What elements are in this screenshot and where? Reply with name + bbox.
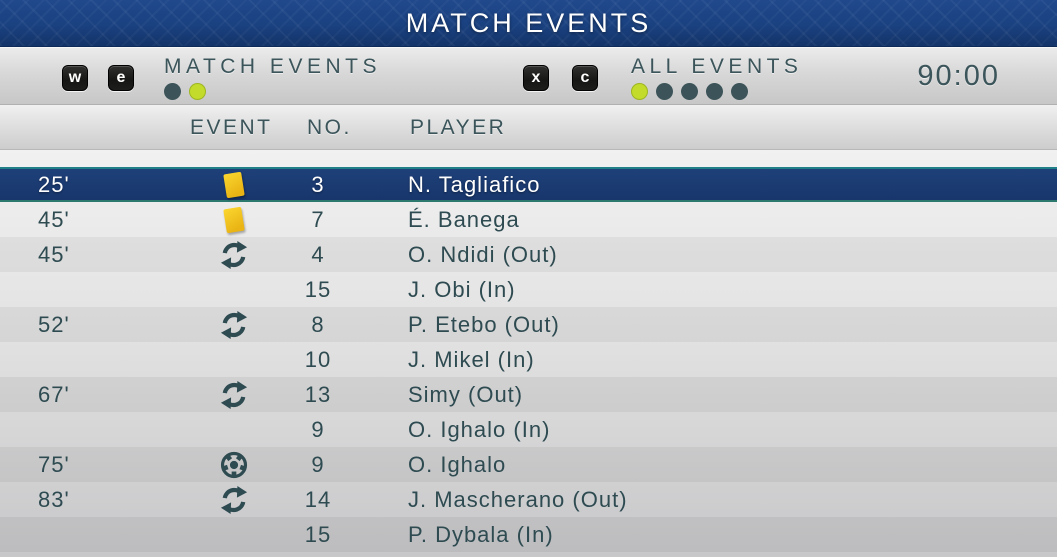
player-number: 14 — [304, 486, 332, 512]
active-page-dot — [189, 83, 206, 101]
key-e-button[interactable]: e — [108, 65, 134, 91]
table-row[interactable]: 45' 4 O. Ndidi (Out) — [0, 237, 1057, 272]
match-events-label-block: MATCH EVENTS — [164, 55, 381, 101]
all-events-label-block: ALL EVENTS — [631, 55, 803, 101]
column-header-no: NO. — [307, 116, 352, 139]
player-number: 3 — [311, 171, 325, 197]
event-time: 83' — [38, 486, 70, 512]
yellow-card-icon — [220, 204, 248, 236]
column-header-player: PLAYER — [410, 116, 507, 139]
player-number: 15 — [304, 521, 332, 547]
all-events-label: ALL EVENTS — [631, 55, 803, 78]
match-clock: 90:00 — [917, 60, 1000, 92]
player-number: 4 — [311, 241, 325, 267]
key-w-button[interactable]: w — [62, 65, 88, 91]
all-events-pager: x c ALL EVENTS — [523, 55, 803, 101]
title-bar: MATCH EVENTS — [0, 0, 1057, 47]
page-title: MATCH EVENTS — [405, 7, 652, 38]
event-time: 52' — [38, 311, 70, 337]
all-events-page-dots — [631, 83, 802, 101]
table-row[interactable]: 10 J. Mikel (In) — [0, 342, 1057, 377]
match-events-label: MATCH EVENTS — [164, 55, 381, 78]
event-time: 25' — [38, 171, 70, 197]
page-dot — [681, 83, 698, 101]
table-header: EVENT NO. PLAYER — [0, 105, 1057, 150]
player-name: O. Ighalo (In) — [408, 416, 551, 442]
player-name: J. Obi (In) — [408, 276, 516, 302]
table-row[interactable]: 15 P. Dybala (In) — [0, 517, 1057, 552]
event-time: 45' — [38, 241, 70, 267]
page-dot — [656, 83, 673, 101]
key-x-button[interactable]: x — [523, 65, 549, 91]
event-time: 45' — [38, 206, 70, 232]
event-list: 25' 3 N. Tagliafico 45' 7 É. Banega 45' 4 O. Ndi… — [0, 150, 1057, 556]
player-name: O. Ndidi (Out) — [408, 241, 558, 267]
player-number: 10 — [304, 346, 332, 372]
player-number: 8 — [311, 311, 325, 337]
table-row[interactable]: 83' 14 J. Mascherano (Out) — [0, 482, 1057, 517]
player-number: 7 — [311, 206, 325, 232]
substitution-icon — [219, 379, 250, 410]
table-row[interactable]: 15 J. Obi (In) — [0, 272, 1057, 307]
page-dot — [731, 83, 748, 101]
page-dot — [706, 83, 723, 101]
table-row-selected[interactable]: 25' 3 N. Tagliafico — [0, 167, 1057, 202]
player-name: É. Banega — [408, 206, 520, 232]
table-row[interactable]: 75' 9 O. Ighalo — [0, 447, 1057, 482]
table-row[interactable]: 9 O. Ighalo (In) — [0, 412, 1057, 447]
table-row[interactable]: 67' 13 Simy (Out) — [0, 377, 1057, 412]
event-time: 67' — [38, 381, 70, 407]
substitution-icon — [219, 239, 250, 270]
event-time: 75' — [38, 451, 70, 477]
table-row[interactable]: 52' 8 P. Etebo (Out) — [0, 307, 1057, 342]
substitution-icon — [219, 309, 250, 340]
player-number: 9 — [311, 451, 325, 477]
match-events-page-dots — [164, 83, 381, 101]
match-events-pager: w e MATCH EVENTS — [62, 55, 381, 101]
goal-icon — [220, 451, 248, 479]
substitution-icon — [219, 484, 250, 515]
player-name: P. Dybala (In) — [408, 521, 554, 547]
player-name: J. Mascherano (Out) — [408, 486, 628, 512]
key-c-button[interactable]: c — [572, 65, 598, 91]
player-name: N. Tagliafico — [408, 171, 541, 197]
player-name: J. Mikel (In) — [408, 346, 535, 372]
table-row[interactable]: 45' 7 É. Banega — [0, 202, 1057, 237]
player-number: 13 — [304, 381, 332, 407]
player-name: Simy (Out) — [408, 381, 524, 407]
player-name: O. Ighalo — [408, 451, 507, 477]
player-name: P. Etebo (Out) — [408, 311, 560, 337]
control-bar: w e MATCH EVENTS x c ALL EVENTS 90:00 — [0, 47, 1057, 105]
column-header-event: EVENT — [190, 116, 273, 139]
yellow-card-icon — [220, 169, 248, 201]
player-number: 9 — [311, 416, 325, 442]
active-page-dot — [631, 83, 648, 101]
page-dot — [164, 83, 181, 101]
player-number: 15 — [304, 276, 332, 302]
